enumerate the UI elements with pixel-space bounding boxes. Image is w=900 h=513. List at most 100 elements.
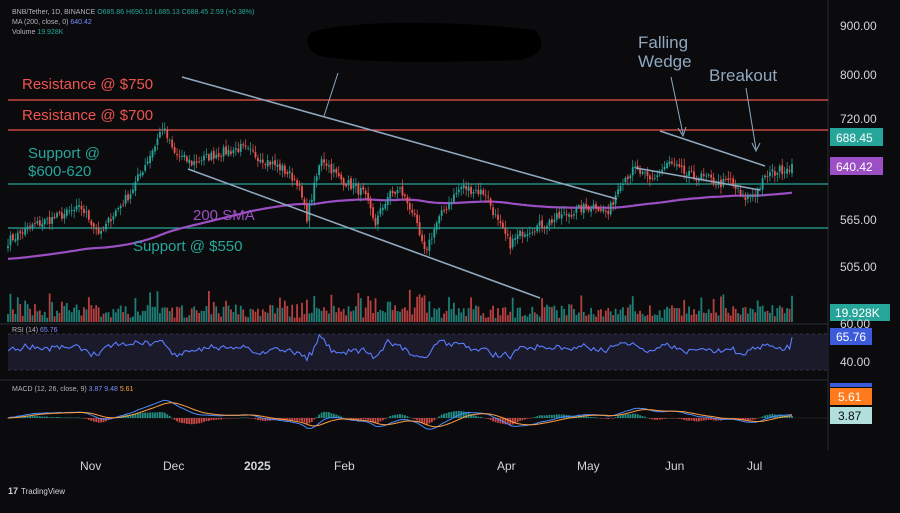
rsi-badge-text: 65.76 bbox=[836, 330, 866, 344]
wedge-lower-trendline[interactable] bbox=[635, 167, 761, 191]
candle-body bbox=[379, 208, 382, 215]
volume-bar bbox=[97, 307, 100, 322]
price-tick-800[interactable]: 800.00 bbox=[840, 68, 877, 82]
volume-bar bbox=[668, 308, 671, 322]
macd-line[interactable] bbox=[7, 399, 793, 430]
candle-body bbox=[12, 234, 14, 241]
volume-bar bbox=[698, 310, 700, 322]
legend-symbol-row[interactable]: BNB/Tether, 1D, BINANCE O685.86 H690.10 … bbox=[12, 9, 254, 16]
macd-histogram-bar bbox=[161, 412, 164, 418]
candle-body bbox=[631, 166, 634, 176]
resistance-750-label: Resistance @ $750 bbox=[22, 76, 153, 93]
candle-body bbox=[688, 170, 690, 176]
volume-bar bbox=[119, 305, 122, 322]
candle-body bbox=[190, 161, 193, 166]
volume-bar bbox=[352, 310, 355, 322]
volume-bar bbox=[78, 310, 80, 322]
volume-bar bbox=[190, 308, 193, 322]
time-label-may[interactable]: May bbox=[577, 459, 600, 473]
candle-body bbox=[470, 186, 472, 194]
macd-histogram-bar bbox=[335, 414, 338, 418]
candle-body bbox=[516, 234, 519, 239]
candle-body bbox=[274, 160, 276, 166]
candle-body bbox=[634, 166, 637, 168]
macd-histogram-bar bbox=[786, 415, 788, 418]
candle-body bbox=[756, 188, 759, 198]
wedge-arrow bbox=[670, 76, 684, 135]
candle-body bbox=[217, 153, 220, 157]
wedge-upper-trendline[interactable] bbox=[659, 130, 766, 167]
volume-bar bbox=[308, 313, 311, 322]
volume-bar bbox=[511, 297, 514, 322]
candle-body bbox=[577, 205, 580, 207]
volume-bar bbox=[257, 308, 259, 322]
candle-body bbox=[443, 210, 445, 211]
volume-bar bbox=[330, 294, 333, 322]
volume-bar bbox=[783, 313, 786, 322]
rsi-line[interactable] bbox=[7, 333, 793, 363]
time-label-nov[interactable]: Nov bbox=[80, 459, 101, 473]
price-tick-720[interactable]: 720.00 bbox=[840, 112, 877, 126]
volume-bar bbox=[364, 307, 367, 322]
macd-histogram-bar bbox=[634, 413, 637, 418]
candle-body bbox=[46, 218, 49, 220]
legend-volume-row[interactable]: Volume 19.928K bbox=[12, 29, 63, 36]
candle-body bbox=[656, 175, 659, 178]
price-tick-565[interactable]: 565.00 bbox=[840, 213, 877, 227]
macd-histogram-bar bbox=[237, 418, 240, 419]
candle-body bbox=[252, 150, 254, 152]
volume-bar bbox=[151, 306, 154, 322]
macd-histogram-bar bbox=[408, 417, 411, 418]
candle-body bbox=[381, 207, 384, 211]
channel-upper-trendline[interactable] bbox=[181, 76, 618, 200]
time-label-apr[interactable]: Apr bbox=[497, 459, 516, 473]
volume-bar bbox=[504, 307, 507, 322]
time-label-jun[interactable]: Jun bbox=[665, 459, 684, 473]
volume-bar bbox=[340, 311, 343, 322]
volume-bar bbox=[65, 303, 68, 322]
candle-body bbox=[279, 163, 281, 171]
macd-histogram-bar bbox=[195, 418, 198, 424]
macd-histogram-bar bbox=[453, 411, 455, 418]
candle-body bbox=[607, 210, 610, 215]
volume-bar bbox=[453, 302, 455, 322]
volume-bar bbox=[254, 311, 257, 322]
candle-body bbox=[504, 227, 507, 234]
legend-ma-row[interactable]: MA (200, close, 0) 640.42 bbox=[12, 19, 92, 26]
macd-histogram-bar bbox=[764, 415, 766, 418]
time-label-dec[interactable]: Dec bbox=[163, 459, 184, 473]
macd-histogram-bar bbox=[465, 412, 468, 418]
macd-signal-line[interactable] bbox=[7, 402, 793, 428]
candle-body bbox=[580, 205, 583, 213]
price-tick-505[interactable]: 505.00 bbox=[840, 260, 877, 274]
volume-bar bbox=[727, 312, 730, 322]
macd-histogram-bar bbox=[163, 412, 166, 418]
channel-lower-trendline[interactable] bbox=[187, 168, 541, 299]
macd-histogram-bar bbox=[541, 415, 543, 418]
volume-bar bbox=[347, 306, 350, 322]
candle-body bbox=[644, 172, 646, 174]
time-label-2025[interactable]: 2025 bbox=[244, 459, 271, 473]
volume-bar bbox=[693, 309, 695, 322]
macd-histogram-bar bbox=[462, 411, 465, 418]
time-label-feb[interactable]: Feb bbox=[334, 459, 355, 473]
macd-histogram-bar bbox=[340, 416, 343, 418]
candle-body bbox=[487, 196, 490, 198]
rsi-tick-60[interactable]: 60.00 bbox=[840, 317, 870, 331]
volume-bar bbox=[663, 309, 666, 322]
macd-histogram-bar bbox=[227, 418, 230, 419]
legend-rsi-row[interactable]: RSI (14) 65.76 bbox=[12, 327, 58, 334]
candle-body bbox=[215, 154, 218, 158]
legend-rsi-value: 65.76 bbox=[40, 327, 58, 334]
volume-bar bbox=[357, 292, 360, 322]
volume-bar bbox=[724, 308, 727, 322]
macd-histogram-bar bbox=[230, 418, 232, 419]
macd-histogram-bar bbox=[560, 414, 563, 418]
price-tick-900[interactable]: 900.00 bbox=[840, 19, 877, 33]
rsi-tick-40[interactable]: 40.00 bbox=[840, 355, 870, 369]
time-label-jul[interactable]: Jul bbox=[747, 459, 762, 473]
sma-200-line[interactable] bbox=[7, 191, 793, 260]
tradingview-branding[interactable]: 17 TradingView bbox=[8, 486, 65, 496]
legend-macd-row[interactable]: MACD (12, 26, close, 9) 3.87 9.48 5.61 bbox=[12, 386, 133, 393]
